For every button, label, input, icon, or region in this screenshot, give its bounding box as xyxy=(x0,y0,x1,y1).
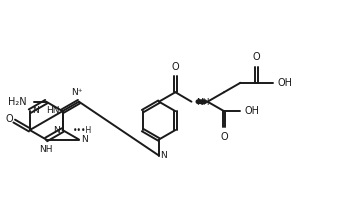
Text: •••H: •••H xyxy=(73,126,92,134)
Text: N: N xyxy=(32,106,39,115)
Text: N: N xyxy=(54,126,60,134)
Text: OH: OH xyxy=(277,78,292,88)
Text: N⁺: N⁺ xyxy=(71,88,83,97)
Text: HN: HN xyxy=(46,106,60,115)
Text: O: O xyxy=(253,52,260,62)
Text: O: O xyxy=(6,114,13,124)
Text: H₂N: H₂N xyxy=(8,97,27,107)
Text: N: N xyxy=(81,135,88,144)
Text: NH: NH xyxy=(197,98,210,107)
Text: O: O xyxy=(220,132,228,142)
Text: NH: NH xyxy=(40,145,53,154)
Text: OH: OH xyxy=(245,106,260,116)
Text: N: N xyxy=(160,151,167,160)
Text: O: O xyxy=(172,62,179,72)
